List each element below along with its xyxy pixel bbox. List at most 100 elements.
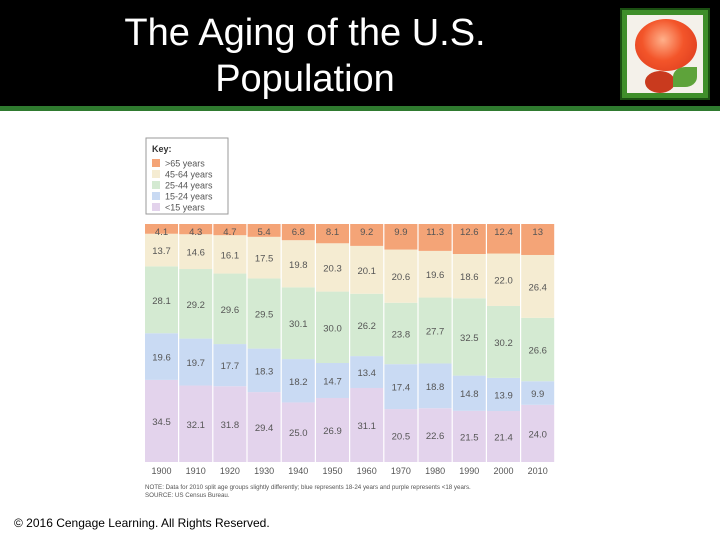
data-label: 21.4 (494, 433, 513, 444)
x-tick-label: 1920 (220, 466, 240, 476)
data-label: 29.2 (186, 300, 205, 311)
bar-segment (350, 356, 384, 388)
bar-segment (247, 348, 281, 393)
bar-segment (487, 224, 520, 254)
title-line-1: The Aging of the U.S. (124, 12, 486, 54)
leaf-icon (673, 67, 697, 87)
bar-segment (384, 409, 418, 462)
bar-segment (384, 302, 418, 365)
data-label: 26.9 (323, 426, 342, 437)
x-tick-label: 2010 (528, 466, 548, 476)
data-label: 13 (532, 227, 543, 238)
bar-segment (521, 404, 555, 462)
bar-segment (281, 402, 315, 462)
data-label: 6.8 (292, 227, 305, 238)
bar-segment (179, 338, 213, 386)
data-label: 20.3 (323, 263, 342, 274)
bar-segment (418, 297, 452, 364)
data-label: 22.0 (494, 276, 513, 287)
bar-segment (418, 224, 452, 251)
x-tick-label: 1930 (254, 466, 274, 476)
bar-segment (487, 377, 520, 412)
key-swatch (152, 170, 160, 178)
key-label: 45-64 years (165, 170, 213, 180)
x-tick-label: 1900 (151, 466, 171, 476)
bar-segment (281, 287, 315, 360)
tomato-logo (620, 8, 710, 100)
bar-segment (384, 249, 418, 303)
bar-segment (384, 364, 418, 410)
bar-segment (179, 234, 213, 270)
header-divider (0, 106, 720, 111)
title-line-2: Population (215, 58, 395, 100)
bar-segment (281, 240, 315, 288)
key-title: Key: (152, 144, 172, 154)
data-label: 13.9 (494, 390, 513, 401)
key-label: 25-44 years (165, 181, 213, 191)
key-swatch (152, 192, 160, 200)
bar-segment (281, 224, 315, 241)
bar-segment (521, 317, 555, 382)
bar-segment (179, 224, 213, 235)
chart-source: SOURCE: US Census Bureau. (145, 492, 230, 499)
key-label: >65 years (165, 159, 205, 169)
data-label: 27.7 (426, 327, 445, 338)
bar-segment (213, 224, 247, 236)
tomato-icon (635, 19, 697, 71)
bar-segment (213, 386, 247, 462)
bar-segment (452, 224, 486, 254)
bar-segment (521, 254, 555, 318)
data-label: 14.7 (323, 376, 342, 387)
data-label: 9.9 (394, 227, 407, 238)
x-tick-label: 1910 (186, 466, 206, 476)
data-label: 11.3 (426, 227, 444, 238)
data-label: 16.1 (221, 250, 240, 261)
data-label: 26.6 (528, 346, 547, 357)
bar-segment (418, 363, 452, 409)
data-label: 9.2 (360, 227, 373, 238)
small-tomato-icon (645, 71, 675, 93)
data-label: 8.1 (326, 227, 339, 238)
bar-segment (316, 224, 349, 244)
data-label: 17.7 (221, 361, 240, 372)
x-tick-label: 1950 (322, 466, 342, 476)
slide-title: The Aging of the U.S. Population (60, 10, 550, 102)
data-label: 14.8 (460, 389, 479, 400)
bar-segment (418, 408, 452, 462)
bar-segment (179, 269, 213, 339)
bar-segment (145, 379, 178, 462)
data-label: 5.4 (257, 227, 270, 238)
data-label: 30.1 (289, 319, 308, 330)
data-label: 26.2 (357, 321, 376, 332)
data-label: 30.2 (494, 338, 513, 349)
data-label: 17.4 (392, 383, 411, 394)
data-label: 31.8 (221, 420, 240, 431)
bar-segment (521, 224, 555, 255)
bar-segment (213, 273, 247, 345)
bar-segment (179, 385, 213, 462)
key-label: 15-24 years (165, 192, 213, 202)
x-tick-label: 1980 (425, 466, 445, 476)
bar-segment (350, 245, 384, 294)
bar-segment (487, 253, 520, 306)
age-distribution-chart: Key: >65 years 45-64 years 25-44 years 15-24… (144, 136, 563, 500)
data-label: 20.5 (392, 432, 411, 443)
key-swatch (152, 203, 160, 211)
bar-segment (452, 253, 486, 299)
data-label: 32.1 (186, 420, 205, 431)
key-swatch (152, 159, 160, 167)
data-label: 18.6 (460, 272, 479, 283)
data-label: 18.8 (426, 382, 445, 393)
bar-segment (350, 387, 384, 462)
x-tick-label: 2000 (493, 466, 513, 476)
bar-segment (247, 224, 281, 237)
bar-segment (213, 235, 247, 274)
bar-segment (487, 411, 520, 462)
x-tick-label: 1990 (459, 466, 479, 476)
logo-image (627, 15, 703, 93)
data-label: 19.7 (186, 358, 205, 369)
bar-segment (316, 291, 349, 363)
data-label: 29.6 (221, 305, 240, 316)
bar-segment (350, 224, 384, 246)
data-label: 29.5 (255, 310, 273, 321)
